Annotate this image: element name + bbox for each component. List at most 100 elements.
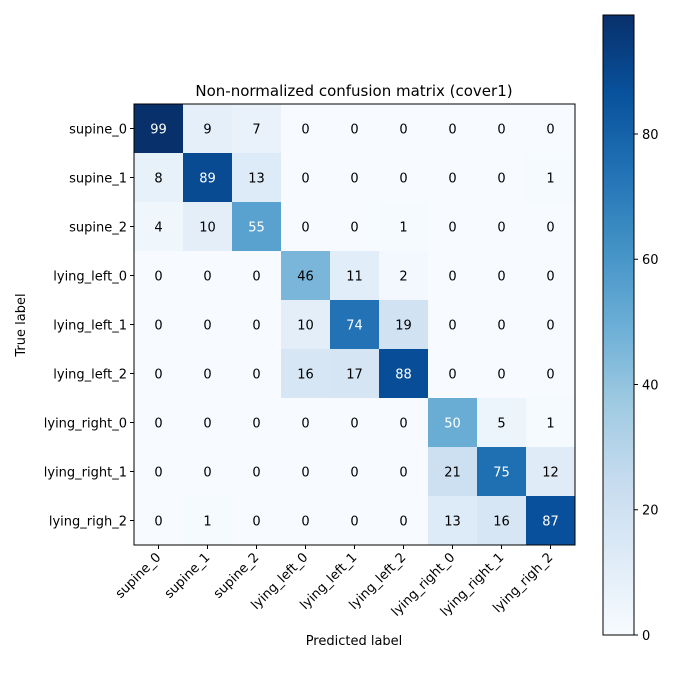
cell-value-label: 0 xyxy=(154,319,162,334)
heatmap-cell xyxy=(330,251,380,301)
heatmap-cell xyxy=(477,202,527,252)
heatmap-cell xyxy=(379,300,429,350)
colorbar-tick-label: 60 xyxy=(642,253,659,268)
heatmap-cell xyxy=(477,153,527,203)
cell-value-label: 0 xyxy=(154,417,162,432)
cell-value-label: 88 xyxy=(395,368,412,383)
x-axis-ticks: supine_0supine_1supine_2lying_left_0lyin… xyxy=(113,545,556,620)
heatmap-cell xyxy=(379,349,429,399)
cell-value-label: 4 xyxy=(154,221,162,236)
cell-value-label: 11 xyxy=(346,270,363,285)
cell-value-label: 0 xyxy=(497,172,505,187)
cell-value-label: 12 xyxy=(542,466,559,481)
heatmap-cell xyxy=(281,398,331,448)
cell-value-label: 0 xyxy=(448,270,456,285)
cell-value-label: 0 xyxy=(399,123,407,138)
heatmap-cell xyxy=(330,202,380,252)
heatmap-cell xyxy=(477,349,527,399)
cell-value-label: 0 xyxy=(203,319,211,334)
heatmap-cell xyxy=(379,447,429,497)
heatmap-cell xyxy=(281,447,331,497)
heatmap-cell xyxy=(232,300,282,350)
y-tick-label: lying_left_1 xyxy=(53,319,127,334)
heatmap-cell xyxy=(526,496,576,546)
heatmap-cell xyxy=(526,398,576,448)
heatmap-cell xyxy=(232,153,282,203)
colorbar-tick-label: 0 xyxy=(642,629,650,644)
cell-value-label: 0 xyxy=(448,368,456,383)
cell-value-label: 16 xyxy=(297,368,314,383)
heatmap-cell xyxy=(379,202,429,252)
cell-value-label: 0 xyxy=(350,123,358,138)
cell-value-label: 0 xyxy=(350,221,358,236)
heatmap-cell xyxy=(428,202,478,252)
x-axis-label: Predicted label xyxy=(306,634,403,649)
cell-value-label: 0 xyxy=(350,515,358,530)
cell-value-label: 1 xyxy=(399,221,407,236)
heatmap-cell xyxy=(232,202,282,252)
cell-value-label: 0 xyxy=(448,172,456,187)
cell-value-label: 0 xyxy=(497,270,505,285)
heatmap-cell xyxy=(330,349,380,399)
y-tick-label: lying_right_0 xyxy=(44,417,127,432)
heatmap-cell xyxy=(379,153,429,203)
heatmap-cell xyxy=(281,104,331,154)
cell-value-label: 74 xyxy=(346,319,363,334)
cell-value-label: 0 xyxy=(399,417,407,432)
heatmap-cell xyxy=(477,398,527,448)
y-tick-label: supine_0 xyxy=(69,123,127,138)
heatmap-cell xyxy=(183,496,233,546)
cell-value-label: 87 xyxy=(542,515,559,530)
cell-value-label: 0 xyxy=(203,466,211,481)
heatmap-cell xyxy=(477,251,527,301)
cell-value-label: 0 xyxy=(252,368,260,383)
heatmap-cell xyxy=(379,496,429,546)
cell-value-label: 0 xyxy=(546,123,554,138)
heatmap-cell xyxy=(183,104,233,154)
x-tick-label: supine_1 xyxy=(162,550,214,602)
heatmap-cell xyxy=(134,496,184,546)
cell-value-label: 46 xyxy=(297,270,314,285)
y-tick-label: lying_right_1 xyxy=(44,466,127,481)
y-tick-label: supine_1 xyxy=(69,172,127,187)
heatmap-cell xyxy=(281,349,331,399)
heatmap-cell xyxy=(134,349,184,399)
cell-value-label: 0 xyxy=(252,270,260,285)
heatmap-cell xyxy=(379,251,429,301)
cell-value-label: 19 xyxy=(395,319,412,334)
cell-value-label: 0 xyxy=(154,466,162,481)
y-tick-label: lying_righ_2 xyxy=(49,515,127,530)
cell-value-label: 21 xyxy=(444,466,461,481)
y-tick-label: lying_left_2 xyxy=(53,368,127,383)
heatmap-cell xyxy=(379,398,429,448)
cell-value-label: 0 xyxy=(203,368,211,383)
cell-value-label: 0 xyxy=(203,270,211,285)
cell-value-label: 0 xyxy=(497,319,505,334)
heatmap-cell xyxy=(134,251,184,301)
heatmap-cell xyxy=(379,104,429,154)
heatmap-cell xyxy=(428,300,478,350)
heatmap-cell xyxy=(477,447,527,497)
cell-value-label: 7 xyxy=(252,123,260,138)
cell-value-label: 0 xyxy=(203,417,211,432)
heatmap-cell xyxy=(183,398,233,448)
heatmap-cell-labels: 99 9 7 0 0 0 0 0 08 89 13 0 0 0 0 0 14 10 55 0 0 1 0 0 00 0 0 46 11 2… xyxy=(150,123,559,530)
colorbar-ticks: 0 20 40 60 80 xyxy=(634,128,659,644)
heatmap-cell xyxy=(134,104,184,154)
cell-value-label: 0 xyxy=(546,319,554,334)
y-axis-ticks: supine_0 supine_1 supine_2 lying_left_0lyin… xyxy=(44,123,134,530)
heatmap-cell xyxy=(232,398,282,448)
heatmap-cell xyxy=(232,349,282,399)
cell-value-label: 0 xyxy=(399,466,407,481)
colorbar-tick-label: 40 xyxy=(642,378,659,393)
heatmap-cell xyxy=(428,398,478,448)
heatmap-cell xyxy=(428,349,478,399)
cell-value-label: 0 xyxy=(154,368,162,383)
heatmap-cell xyxy=(526,251,576,301)
heatmap-cell xyxy=(526,447,576,497)
cell-value-label: 10 xyxy=(297,319,314,334)
cell-value-label: 0 xyxy=(546,270,554,285)
cell-value-label: 2 xyxy=(399,270,407,285)
heatmap-cell xyxy=(232,251,282,301)
heatmap-cell xyxy=(232,447,282,497)
